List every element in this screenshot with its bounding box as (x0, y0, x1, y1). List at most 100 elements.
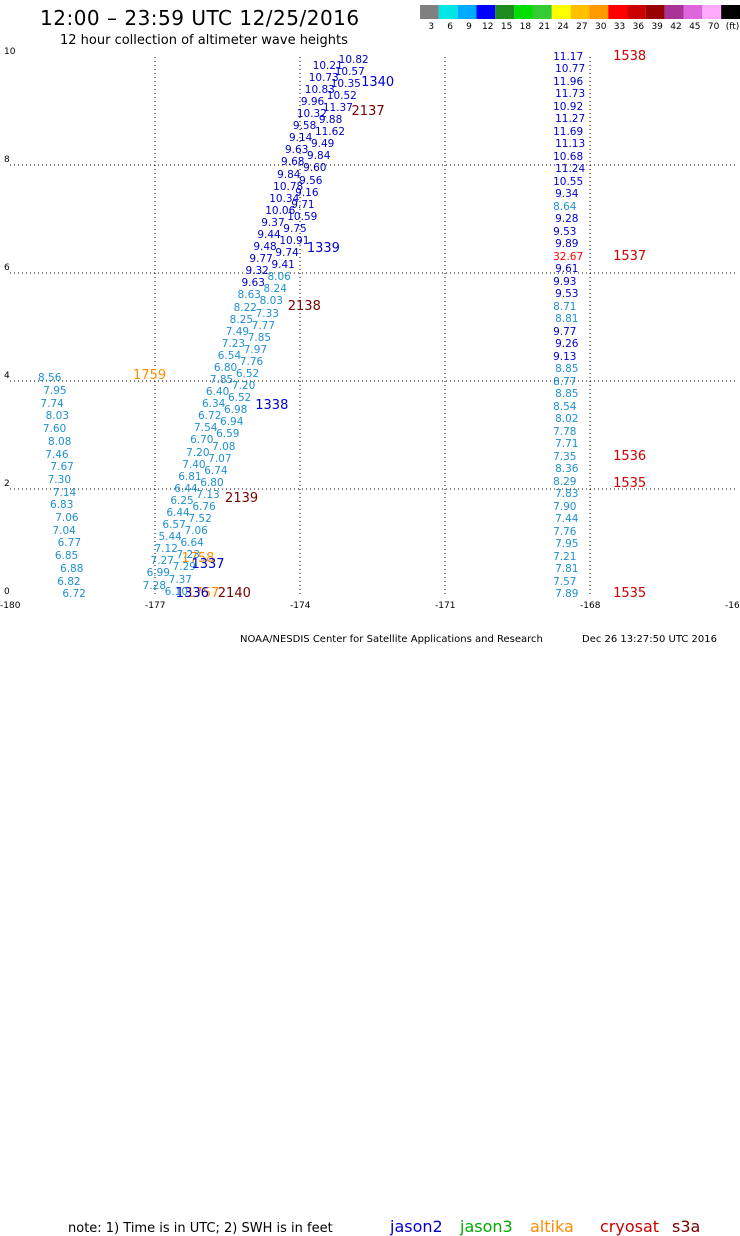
pass-time-label: 1759 (133, 367, 167, 383)
wave-height-value: 10.55 (553, 175, 584, 188)
wave-height-value: 7.90 (553, 500, 577, 513)
wave-height-value: 6.52 (227, 392, 252, 405)
wave-height-value: 7.21 (553, 550, 577, 563)
wave-height-value: 7.60 (42, 423, 67, 436)
wave-height-value: 10.92 (553, 100, 584, 113)
wave-height-value: 7.95 (43, 385, 67, 397)
wave-height-value: 8.85 (555, 388, 579, 401)
color-scale-label: 24 (557, 22, 569, 32)
wave-height-value: 9.93 (553, 275, 577, 288)
pass-time-label: 1535 (613, 586, 647, 602)
wave-height-value: 8.25 (229, 313, 254, 326)
color-scale-swatch (645, 5, 665, 19)
color-scale-swatch (721, 5, 740, 19)
map-plot (10, 57, 735, 597)
wave-height-value: 6.85 (54, 550, 79, 563)
wave-height-value: 9.14 (288, 132, 313, 145)
wave-height-value: 7.23 (176, 549, 200, 562)
wave-height-value: 8.03 (259, 295, 283, 308)
wave-height-value: 8.77 (553, 375, 577, 388)
pass-time-label: 1537 (613, 248, 647, 264)
wave-height-value: 6.80 (200, 476, 224, 489)
y-tick-label: 0 (4, 587, 10, 597)
wave-height-value: 9.49 (310, 138, 335, 151)
wave-height-value: 7.95 (555, 538, 579, 551)
wave-height-value: 10.91 (279, 235, 310, 248)
color-scale-swatch (514, 5, 533, 19)
wave-height-value: 7.04 (52, 524, 76, 537)
legend-s3a: s3a (672, 1217, 701, 1236)
wave-height-value: 9.41 (271, 259, 295, 272)
wave-height-value: 10.34 (269, 192, 300, 205)
wave-height-value: 6.44 (166, 507, 190, 520)
wave-height-value: 9.68 (281, 156, 305, 169)
wave-height-value: 8.03 (45, 410, 70, 423)
wave-height-value: 9.53 (555, 288, 579, 301)
color-scale-label: 70 (707, 22, 720, 32)
wave-height-value: 7.44 (555, 513, 579, 526)
wave-height-value: 8.71 (553, 300, 577, 313)
wave-height-value: 7.74 (40, 397, 64, 410)
wave-height-value: 7.85 (247, 331, 272, 344)
pass-time-label: 1340 (361, 74, 395, 90)
color-scale-label: 33 (613, 22, 626, 32)
color-scale-label: 39 (651, 22, 663, 32)
wave-height-value: 10.32 (296, 108, 327, 121)
wave-height-value: 9.16 (295, 186, 319, 199)
wave-height-value: 8.54 (553, 400, 577, 413)
wave-height-value: 6.77 (57, 537, 82, 550)
wave-height-value: 6.44 (174, 482, 198, 495)
x-tick-label: -168 (580, 601, 601, 611)
color-scale-swatch (702, 5, 722, 19)
color-scale-label: 12 (482, 22, 494, 32)
wave-height-value: 8.29 (553, 475, 577, 488)
wave-height-value: 7.23 (221, 337, 246, 350)
wave-height-value: 9.88 (318, 114, 343, 127)
color-scale-swatch (438, 5, 458, 19)
wave-height-value: 10.59 (287, 210, 318, 223)
wave-height-value: 7.12 (154, 543, 178, 556)
wave-height-value: 7.30 (47, 473, 72, 486)
wave-height-value: 8.06 (267, 271, 291, 284)
wave-height-value: 10.68 (553, 150, 584, 163)
wave-height-value: 9.63 (285, 144, 309, 157)
wave-height-value: 7.40 (182, 458, 206, 471)
wave-height-value: 8.36 (555, 463, 579, 476)
x-tick-label: -180 (0, 601, 21, 611)
color-scale-label: 30 (594, 22, 607, 32)
wave-height-value: 8.85 (555, 363, 579, 376)
wave-height-value: 7.81 (555, 563, 579, 576)
wave-height-value: 6.83 (50, 499, 74, 512)
wave-height-value: 7.35 (553, 450, 577, 463)
color-scale-label: 3 (428, 22, 435, 32)
y-tick-label: 8 (4, 155, 10, 165)
wave-height-value: 8.08 (48, 435, 72, 448)
x-tick-label: -171 (435, 601, 456, 611)
wave-height-value: 9.61 (555, 263, 579, 276)
wave-height-value: 6.82 (57, 575, 81, 588)
wave-height-value: 7.54 (194, 422, 218, 435)
wave-height-value: 32.67 (553, 250, 584, 263)
color-scale-swatch (495, 5, 515, 19)
wave-height-value: 8.81 (555, 313, 579, 326)
legend-jason2: jason2 (390, 1217, 443, 1236)
wave-height-value: 9.96 (300, 96, 325, 108)
wave-height-value: 6.64 (180, 537, 204, 550)
wave-height-value: 7.76 (239, 355, 264, 368)
wave-height-value: 9.44 (257, 228, 281, 241)
wave-height-value: 10.77 (555, 63, 586, 76)
color-scale-label: 36 (632, 22, 645, 32)
wave-height-value: 6.99 (146, 567, 170, 580)
wave-height-value: 9.28 (555, 213, 579, 226)
wave-height-value: 11.27 (555, 113, 586, 126)
legend: note: 1) Time is in UTC; 2) SWH is in fe… (0, 609, 740, 1236)
color-scale-swatch (608, 5, 628, 19)
wave-height-value: 10.57 (334, 65, 365, 78)
wave-height-value: 9.53 (553, 225, 577, 238)
wave-height-value: 7.13 (196, 488, 220, 501)
wave-height-value: 11.24 (555, 163, 586, 176)
color-scale-swatch (532, 5, 552, 19)
wave-height-value: 10.21 (312, 59, 343, 72)
wave-height-value: 7.20 (186, 446, 210, 459)
wave-height-value: 11.73 (555, 88, 586, 101)
